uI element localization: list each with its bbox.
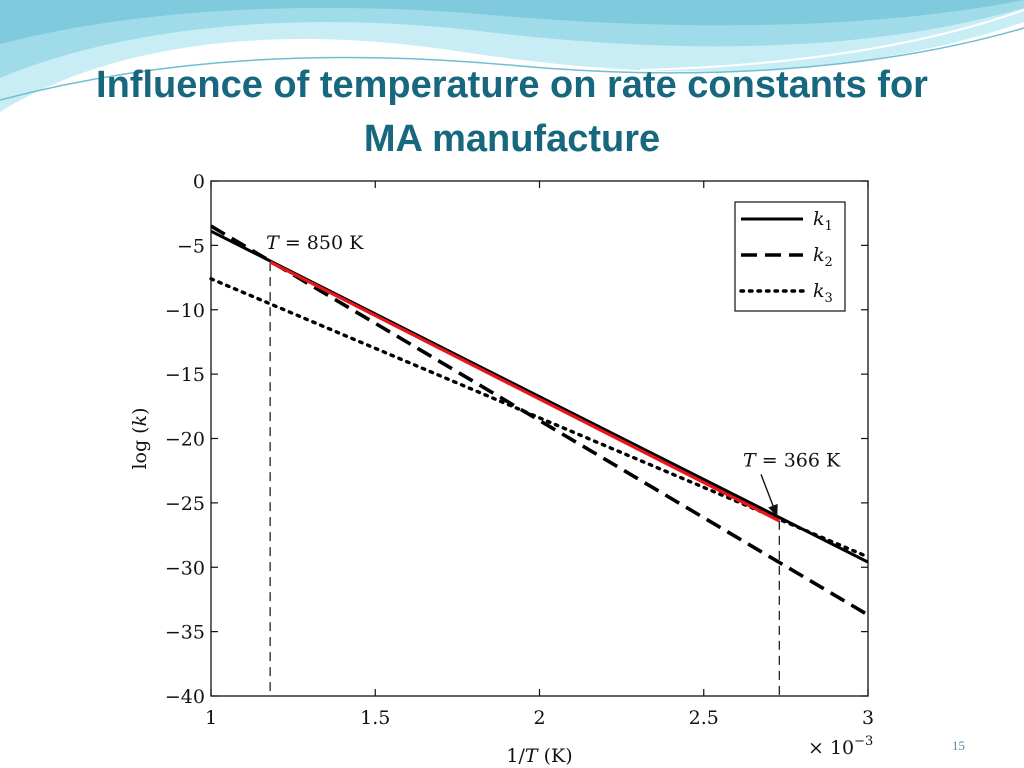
x-multiplier-label: × 10−3 [808,734,873,759]
slide-title-line-1: Influence of temperature on rate constan… [96,64,928,106]
label-layer: T = 850 K T = 366 K 1/T (K) log (k) × 10−3 [129,232,873,767]
wave-line [0,27,1024,101]
slide-number: 15 [952,738,965,753]
y-tick-label: −20 [165,429,205,451]
slide-title: Influence of temperature on rate constan… [40,58,984,166]
y-axis-label: log (k) [129,407,151,469]
annotation-366k: T = 366 K [743,449,841,471]
y-tick-label: −40 [165,686,205,708]
legend-label-k3: k3 [813,280,833,306]
y-tick-label: −5 [177,235,205,257]
x-tick-label: 1.5 [360,707,390,729]
legend-label-k1: k1 [813,208,833,234]
x-tick-label: 2.5 [689,707,719,729]
chart-panel: 1 1.5 2 2.5 3 0 −5 −10 −15 −20 −25 −30 −35 −40 T = 85… [118,168,876,768]
y-tick-label: 0 [193,171,205,193]
series-line-k2 [210,224,869,617]
plot-frame [210,180,869,697]
y-tick-label: −15 [165,364,205,386]
annotation-arrowhead [768,503,778,517]
arrhenius-chart: 1 1.5 2 2.5 3 0 −5 −10 −15 −20 −25 −30 −35 −40 T = 85… [129,171,874,767]
y-tick-label: −30 [165,557,205,579]
y-tick-label: −10 [165,300,205,322]
wave-line-2 [639,9,1024,71]
slide-title-line-2: MA manufacture [363,118,661,160]
x-tick-label: 1 [205,707,217,729]
legend-label-k2: k2 [813,244,833,270]
y-tick-label: −25 [165,493,205,515]
legend: k1 k2 k3 [734,201,846,312]
x-tick-label: 3 [862,707,874,729]
highlight-segment [269,260,781,523]
series-layer [209,224,870,696]
wave-band-top [0,0,1024,44]
x-tick-label: 2 [533,707,545,729]
x-axis-label: 1/T (K) [506,745,572,767]
y-tick-label: −35 [165,622,205,644]
annotation-850k: T = 850 K [266,232,364,254]
